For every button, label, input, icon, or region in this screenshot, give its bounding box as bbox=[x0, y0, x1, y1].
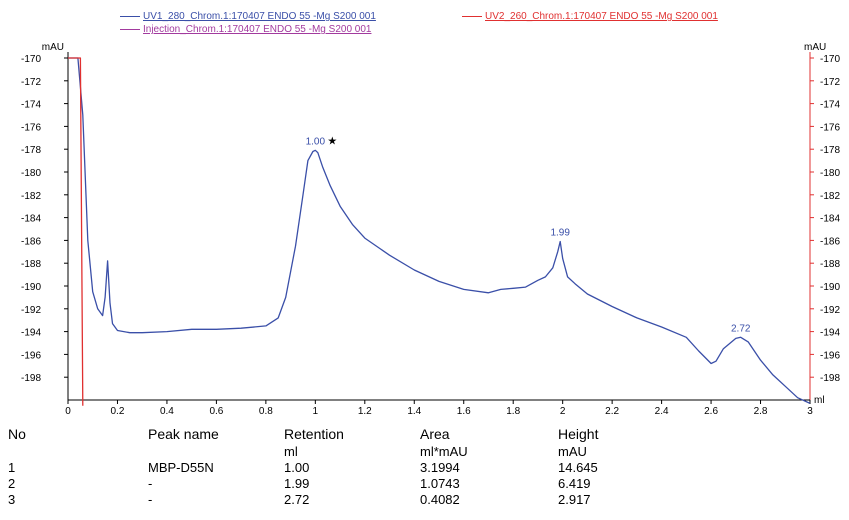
y-tick-label-right: -178 bbox=[820, 145, 840, 156]
y-tick-label-right: -196 bbox=[820, 350, 840, 361]
table-header-row-cell: Area bbox=[420, 426, 450, 442]
x-tick-label: 1.8 bbox=[506, 406, 520, 417]
table-row-cell: 1.0743 bbox=[420, 476, 460, 491]
y-tick-label-right: -186 bbox=[820, 236, 840, 247]
table-header-row: No Peak name Retention Area Height bbox=[8, 425, 678, 444]
y-tick-label-left: -176 bbox=[21, 122, 41, 133]
chromatogram-chart: -170 -170 -172 -172 -174 -174 -176 -176 -178 -178… bbox=[21, 42, 840, 417]
table-row-cell: MBP-D55N bbox=[148, 460, 214, 475]
peak-table: No Peak name Retention Area Height ml ml*mAU mA… bbox=[8, 425, 678, 508]
peak-label-2: 1.99 bbox=[550, 228, 570, 239]
x-tick-label: 2.2 bbox=[605, 406, 619, 417]
table-units-row-cell bbox=[148, 444, 284, 460]
y-tick-label-left: -184 bbox=[21, 214, 41, 225]
peak-marker-star: ★ bbox=[327, 135, 337, 147]
legend-uv1-label: UV1_280_Chrom.1:170407 ENDO 55 -Mg S200 … bbox=[143, 11, 376, 22]
y-axis-title-right: mAU bbox=[804, 42, 826, 53]
y-tick-label-left: -196 bbox=[21, 350, 41, 361]
x-tick-label: 1.6 bbox=[457, 406, 471, 417]
table-row: 1 MBP-D55N 1.00 3.1994 14.645 bbox=[8, 460, 678, 476]
y-tick-label-right: -184 bbox=[820, 214, 840, 225]
y-axis-title-left: mAU bbox=[42, 42, 64, 53]
y-tick-label-right: -190 bbox=[820, 282, 840, 293]
x-tick-label: 2.8 bbox=[754, 406, 768, 417]
y-tick-label-left: -190 bbox=[21, 282, 41, 293]
table-row-cell: - bbox=[148, 476, 153, 491]
table-row-cell: 2.72 bbox=[284, 492, 310, 507]
x-axis-title: ml bbox=[814, 395, 825, 406]
x-tick-label: 1.2 bbox=[358, 406, 372, 417]
legend-uv2-swatch bbox=[462, 15, 482, 17]
y-tick-label-left: -180 bbox=[21, 168, 41, 179]
table-row-cell: 14.645 bbox=[558, 460, 598, 475]
y-tick-label-left: -188 bbox=[21, 259, 41, 270]
table-row-cell: 1 bbox=[8, 460, 16, 475]
legend-uv2: UV2_260_Chrom.1:170407 ENDO 55 -Mg S200 … bbox=[462, 11, 718, 22]
legend-uv1: UV1_280_Chrom.1:170407 ENDO 55 -Mg S200 … bbox=[120, 11, 376, 22]
table-units-row: ml ml*mAU mAU bbox=[8, 444, 678, 460]
table-row: 2 - 1.99 1.0743 6.419 bbox=[8, 476, 678, 492]
table-row-cell: 2 bbox=[8, 476, 16, 491]
table-units-row-cell: ml bbox=[284, 444, 298, 459]
table-header-row-cell: Retention bbox=[284, 426, 344, 442]
y-tick-label-left: -174 bbox=[21, 100, 41, 111]
table-row-cell: - bbox=[148, 492, 153, 507]
table-header-row-cell: Height bbox=[558, 426, 599, 442]
x-tick-label: 0.8 bbox=[259, 406, 273, 417]
table-header-row-cell: No bbox=[8, 426, 26, 442]
y-tick-label-left: -178 bbox=[21, 145, 41, 156]
y-tick-label-left: -198 bbox=[21, 373, 41, 384]
table-header-row-cell: Peak name bbox=[148, 426, 219, 442]
peak-label-3: 2.72 bbox=[731, 323, 751, 334]
table-row-cell: 1.99 bbox=[284, 476, 310, 491]
x-tick-label: 2.6 bbox=[704, 406, 718, 417]
legend-uv1-swatch bbox=[120, 15, 140, 17]
series-line-1 bbox=[68, 57, 811, 404]
y-tick-label-left: -186 bbox=[21, 236, 41, 247]
y-tick-label-right: -174 bbox=[820, 100, 840, 111]
x-tick-label: 1.4 bbox=[407, 406, 421, 417]
y-tick-label-left: -182 bbox=[21, 191, 41, 202]
y-tick-label-right: -198 bbox=[820, 373, 840, 384]
x-tick-label: 0 bbox=[65, 406, 71, 417]
legend-injection-swatch bbox=[120, 28, 140, 30]
y-tick-label-right: -182 bbox=[820, 191, 840, 202]
y-tick-label-right: -172 bbox=[820, 77, 840, 88]
y-tick-label-right: -192 bbox=[820, 305, 840, 316]
table-units-row-cell bbox=[8, 444, 148, 460]
y-tick-label-left: -170 bbox=[21, 54, 41, 65]
table-units-row-cell: mAU bbox=[558, 444, 587, 459]
y-tick-label-right: -170 bbox=[820, 54, 840, 65]
x-tick-label: 0.6 bbox=[209, 406, 223, 417]
legend-injection-label: Injection_Chrom.1:170407 ENDO 55 -Mg S20… bbox=[143, 24, 372, 35]
x-tick-label: 3 bbox=[807, 406, 813, 417]
table-row-cell: 3.1994 bbox=[420, 460, 460, 475]
series-line-2 bbox=[68, 57, 84, 406]
table-row-cell: 6.419 bbox=[558, 476, 591, 491]
table-row-cell: 0.4082 bbox=[420, 492, 460, 507]
y-tick-label-right: -176 bbox=[820, 122, 840, 133]
table-row-cell: 3 bbox=[8, 492, 16, 507]
x-tick-label: 0.4 bbox=[160, 406, 174, 417]
table-units-row-cell: ml*mAU bbox=[420, 444, 468, 459]
peak-label-1: 1.00 bbox=[306, 136, 326, 147]
y-tick-label-right: -194 bbox=[820, 328, 840, 339]
table-row-cell: 1.00 bbox=[284, 460, 310, 475]
x-tick-label: 1 bbox=[313, 406, 319, 417]
y-tick-label-right: -188 bbox=[820, 259, 840, 270]
table-row-cell: 2.917 bbox=[558, 492, 591, 507]
y-tick-label-left: -172 bbox=[21, 77, 41, 88]
y-tick-label-right: -180 bbox=[820, 168, 840, 179]
legend-injection: Injection_Chrom.1:170407 ENDO 55 -Mg S20… bbox=[120, 24, 371, 35]
y-tick-label-left: -192 bbox=[21, 305, 41, 316]
x-tick-label: 2 bbox=[560, 406, 566, 417]
x-tick-label: 2.4 bbox=[655, 406, 669, 417]
table-row: 3 - 2.72 0.4082 2.917 bbox=[8, 492, 678, 508]
y-tick-label-left: -194 bbox=[21, 328, 41, 339]
x-tick-label: 0.2 bbox=[111, 406, 125, 417]
legend-uv2-label: UV2_260_Chrom.1:170407 ENDO 55 -Mg S200 … bbox=[485, 11, 718, 22]
